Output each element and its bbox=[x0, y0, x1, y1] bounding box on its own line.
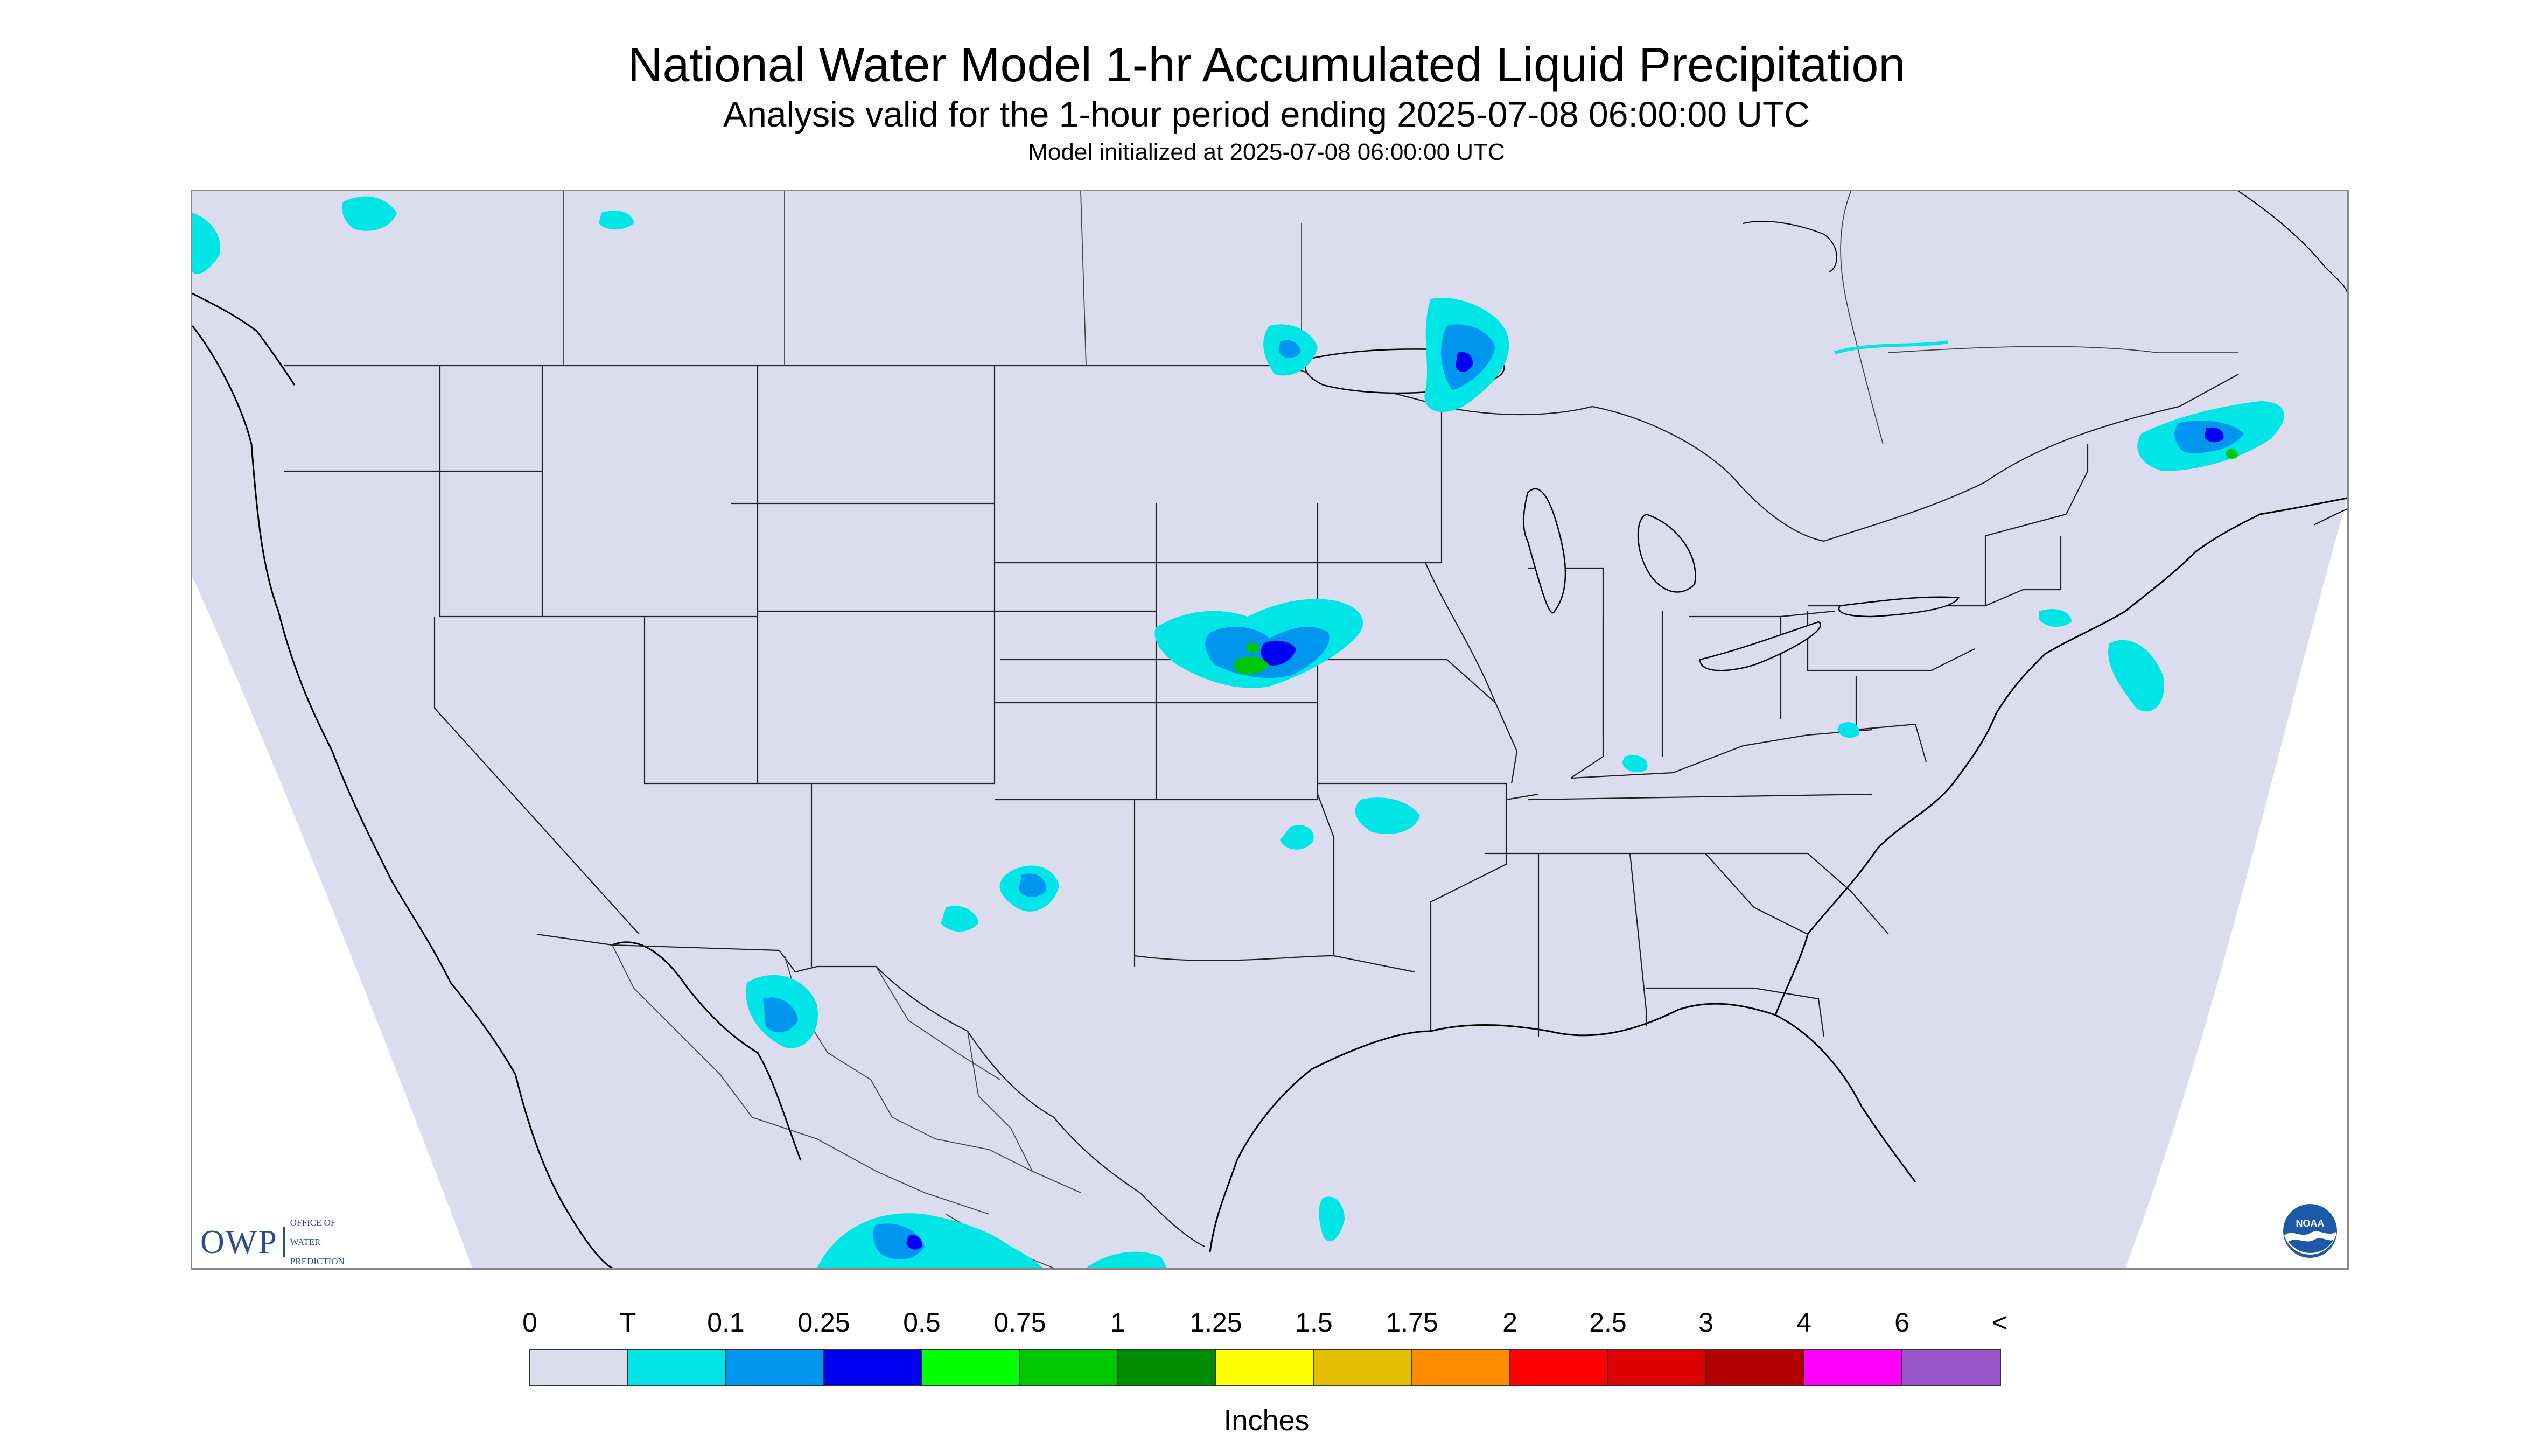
legend-tick-label: 1.25 bbox=[1189, 1307, 1242, 1338]
model-domain bbox=[192, 191, 2347, 1268]
legend-swatch bbox=[1020, 1350, 1118, 1385]
model-init-line: Model initialized at 2025-07-08 06:00:00… bbox=[1028, 139, 1505, 165]
legend-tick-label: 3 bbox=[1698, 1307, 1713, 1338]
legend-tick-label: 4 bbox=[1796, 1307, 1811, 1338]
legend-tick-label: 6 bbox=[1894, 1307, 1909, 1338]
legend-swatch bbox=[1902, 1350, 2000, 1385]
legend-swatch bbox=[824, 1350, 922, 1385]
owp-line-3: PREDICTION bbox=[290, 1256, 345, 1266]
legend-swatch bbox=[1412, 1350, 1510, 1385]
legend-swatch bbox=[1804, 1350, 1902, 1385]
legend-swatch bbox=[1608, 1350, 1706, 1385]
owp-line-2: WATER bbox=[290, 1237, 321, 1247]
noaa-logo-text: NOAA bbox=[2296, 1218, 2325, 1229]
legend-tick-label: 1 bbox=[1110, 1307, 1125, 1338]
legend-unit-label: Inches bbox=[1223, 1404, 1310, 1437]
legend-swatch bbox=[1510, 1350, 1608, 1385]
state-boundaries bbox=[284, 365, 2239, 1247]
northern-coast bbox=[1743, 191, 2347, 526]
legend-tick-label: 1.5 bbox=[1295, 1307, 1333, 1338]
legend-swatch bbox=[530, 1350, 628, 1385]
legend-swatch bbox=[1216, 1350, 1314, 1385]
legend-tick-label: 2.5 bbox=[1589, 1307, 1627, 1338]
legend-tick-label: 0.75 bbox=[993, 1307, 1046, 1338]
legend-tick-label: 0.5 bbox=[903, 1307, 941, 1338]
coastline bbox=[192, 292, 2347, 1268]
precipitation-heavy bbox=[906, 352, 2224, 1250]
legend-swatch bbox=[1706, 1350, 1804, 1385]
precipitation-very-heavy bbox=[1233, 449, 2238, 674]
map-title: National Water Model 1-hr Accumulated Li… bbox=[627, 38, 1906, 92]
legend-swatch bbox=[628, 1350, 726, 1385]
owp-separator bbox=[283, 1227, 285, 1257]
legend-swatch bbox=[726, 1350, 824, 1385]
legend-tick-label: 1.75 bbox=[1386, 1307, 1438, 1338]
noaa-logo: NOAA bbox=[2283, 1204, 2337, 1258]
owp-letters: OWP bbox=[200, 1223, 278, 1261]
legend-color-bar bbox=[529, 1349, 2001, 1386]
map-svg bbox=[192, 191, 2347, 1268]
legend-swatch bbox=[1314, 1350, 1412, 1385]
legend-tick-label: T bbox=[619, 1307, 636, 1338]
precipitation-map bbox=[191, 190, 2349, 1270]
owp-name: OFFICE OF WATER PREDICTION bbox=[290, 1208, 345, 1276]
owp-logo: OWP OFFICE OF WATER PREDICTION bbox=[200, 1218, 345, 1266]
legend-tick-label: 0.1 bbox=[707, 1307, 745, 1338]
legend-tick-label: 0.25 bbox=[797, 1307, 850, 1338]
legend-swatch bbox=[922, 1350, 1020, 1385]
legend-swatch bbox=[1118, 1350, 1216, 1385]
legend-tick-label: 2 bbox=[1502, 1307, 1517, 1338]
canada-provinces bbox=[563, 191, 2238, 445]
legend-tick-label: < bbox=[1992, 1307, 2008, 1338]
legend-tick-label: 0 bbox=[522, 1307, 537, 1338]
color-legend: 0 T 0.1 0.25 0.5 0.75 1 1.25 1.5 1.75 2 2.5 3 4 6 < Inc… bbox=[0, 1292, 2533, 1454]
owp-line-1: OFFICE OF bbox=[290, 1217, 336, 1228]
map-subtitle: Analysis valid for the 1-hour period end… bbox=[723, 94, 1810, 134]
